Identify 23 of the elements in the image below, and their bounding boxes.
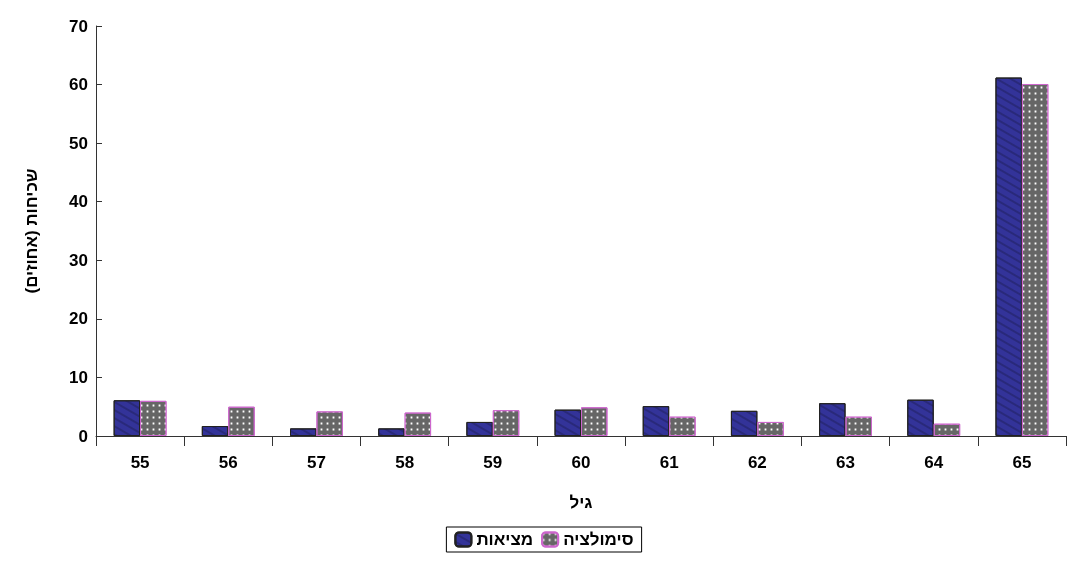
- x-tick-label: 57: [306, 453, 326, 472]
- y-axis-title: שכיחות (אחוזים): [22, 168, 41, 294]
- x-axis-title: גיל: [569, 493, 593, 512]
- x-tick-label: 55: [130, 453, 150, 472]
- y-tick-label: 60: [69, 75, 88, 95]
- x-tick-label: 65: [1012, 453, 1032, 472]
- x-tick-label: 61: [659, 453, 679, 472]
- x-tick-label: 58: [395, 453, 415, 472]
- x-tick-label: 64: [924, 453, 944, 472]
- x-tick-label: 59: [483, 453, 503, 472]
- y-tick-label: 50: [69, 133, 88, 153]
- x-tick-label: 56: [218, 453, 238, 472]
- y-tick-label: 10: [69, 367, 88, 387]
- x-tick-label: 62: [747, 453, 767, 472]
- y-tick-label: 0: [78, 426, 88, 446]
- y-tick-label: 20: [69, 309, 88, 329]
- x-tick-label: 60: [571, 453, 591, 472]
- legend-label: סימולציה: [563, 530, 634, 549]
- x-tick-label: 63: [836, 453, 856, 472]
- y-tick-label: 40: [69, 192, 88, 212]
- legend-label: מציאות: [476, 530, 534, 549]
- y-tick-label: 70: [69, 16, 88, 36]
- y-tick-label: 30: [69, 250, 88, 270]
